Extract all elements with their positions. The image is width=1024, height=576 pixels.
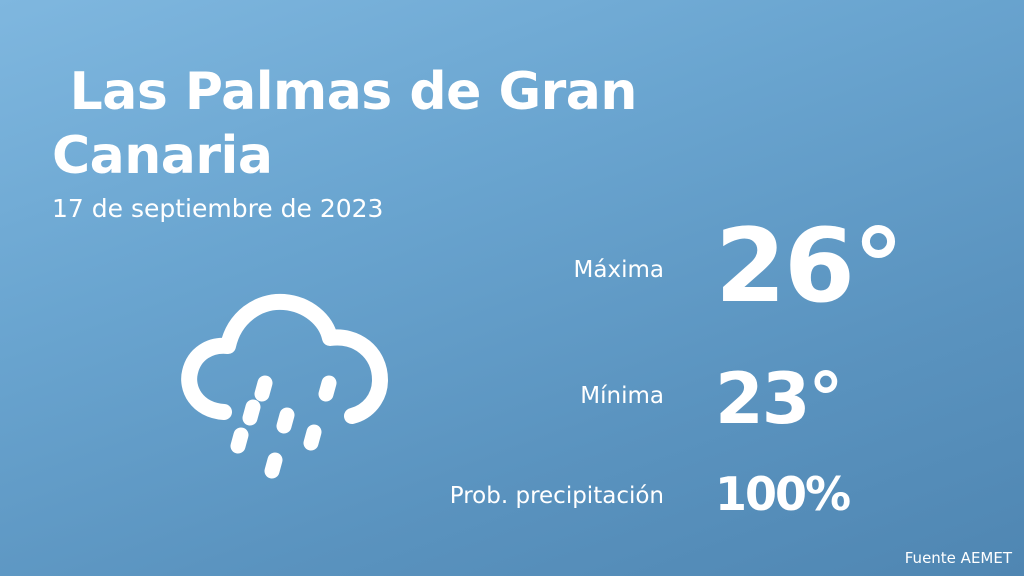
min-temp-value: 23° (715, 358, 843, 440)
data-source: Fuente AEMET (904, 549, 1012, 567)
precip-prob-label: Prob. precipitación (449, 483, 664, 509)
rain-cloud-icon (180, 290, 390, 485)
min-temp-label: Mínima (580, 383, 664, 409)
max-temp-value: 26° (715, 207, 904, 326)
max-temp-label: Máxima (573, 257, 664, 283)
precip-prob-value: 100% (715, 467, 851, 521)
forecast-date: 17 de septiembre de 2023 (52, 194, 384, 223)
city-title: Las Palmas de Gran Canaria (52, 62, 637, 186)
